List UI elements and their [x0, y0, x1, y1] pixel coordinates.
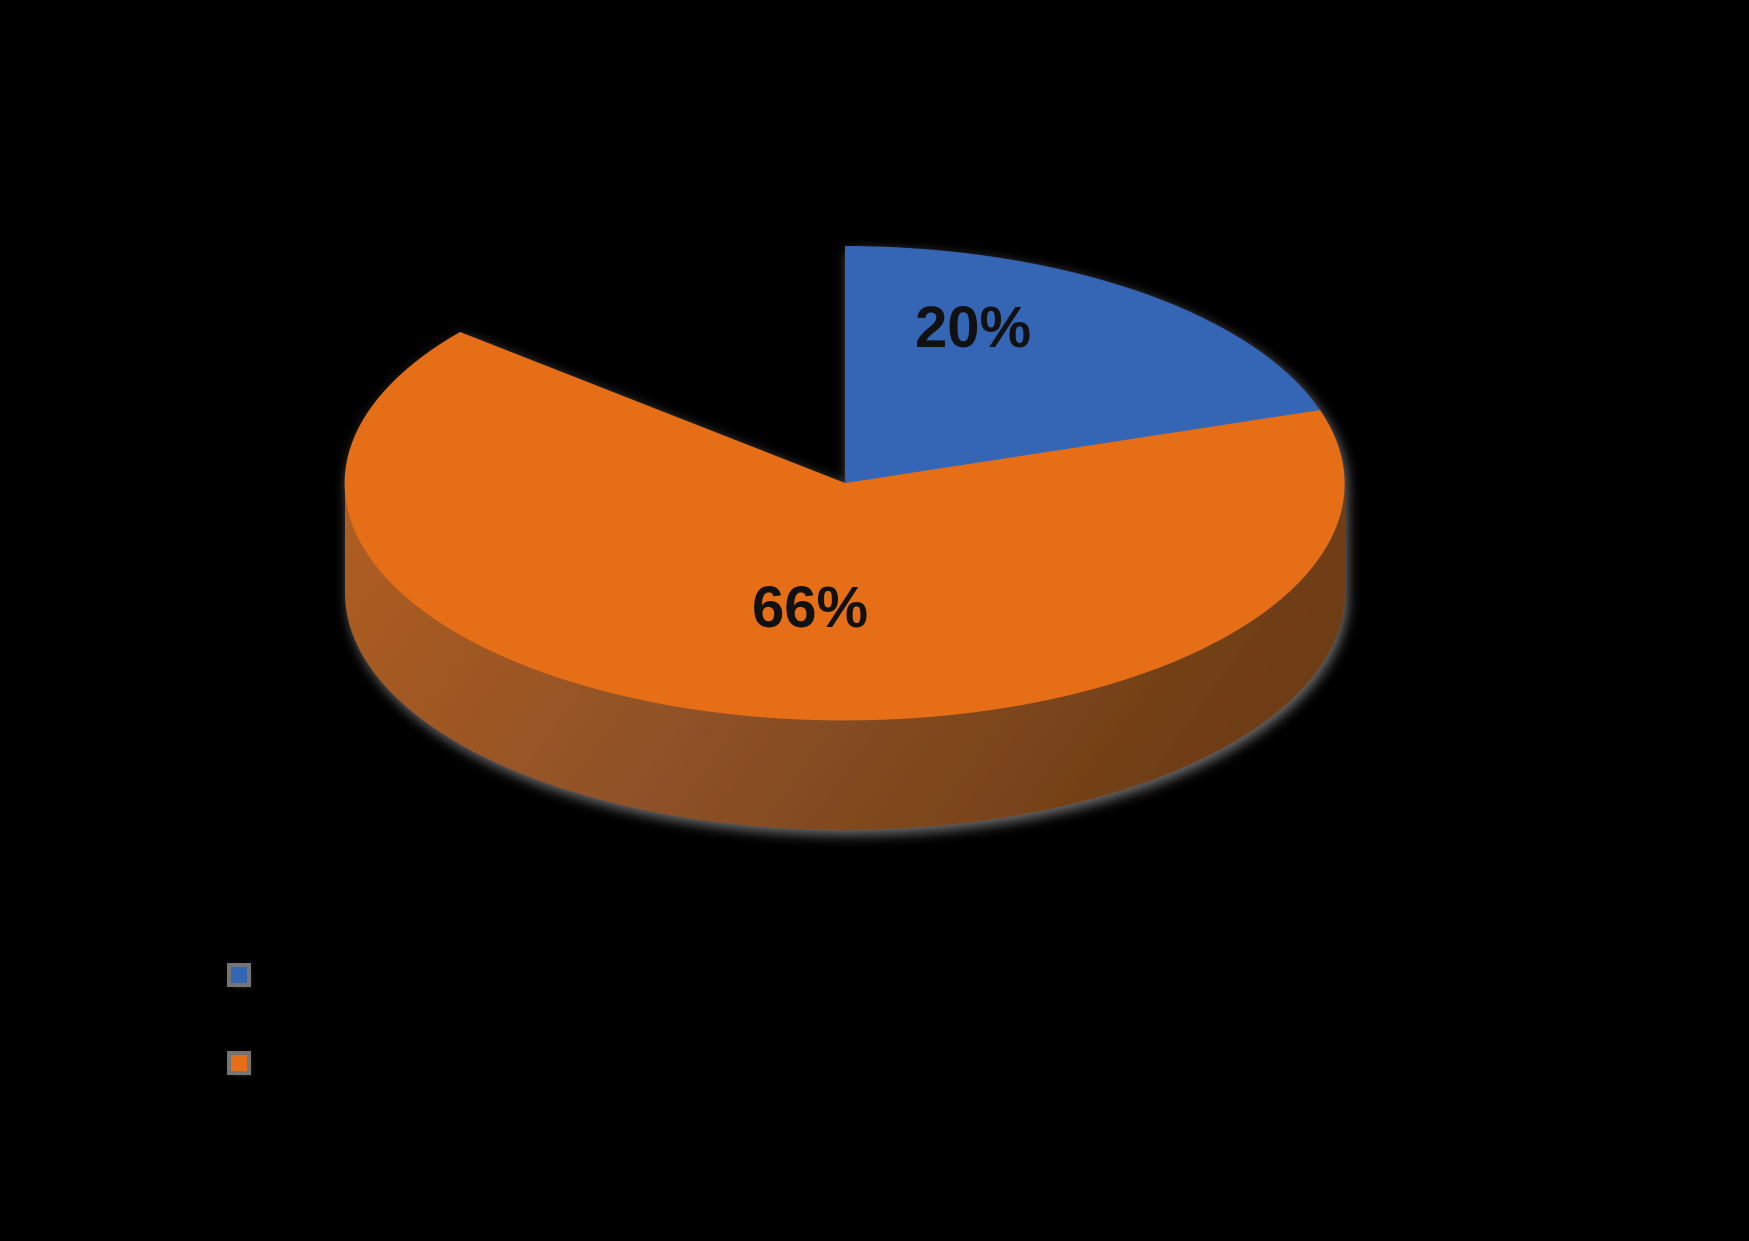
pie-slice-orange — [344, 332, 1345, 721]
pie-slice-blue — [845, 246, 1320, 483]
pie-side-wall — [345, 483, 1345, 830]
legend-swatch-blue-icon — [231, 967, 247, 983]
pie-body — [344, 246, 1345, 830]
data-label-blue-slice: 20% — [915, 295, 1031, 360]
legend-item-orange — [231, 1046, 277, 1080]
legend-swatch-orange-icon — [231, 1055, 247, 1071]
legend-item-blue — [231, 958, 277, 992]
data-label-orange-slice: 66% — [752, 575, 868, 640]
